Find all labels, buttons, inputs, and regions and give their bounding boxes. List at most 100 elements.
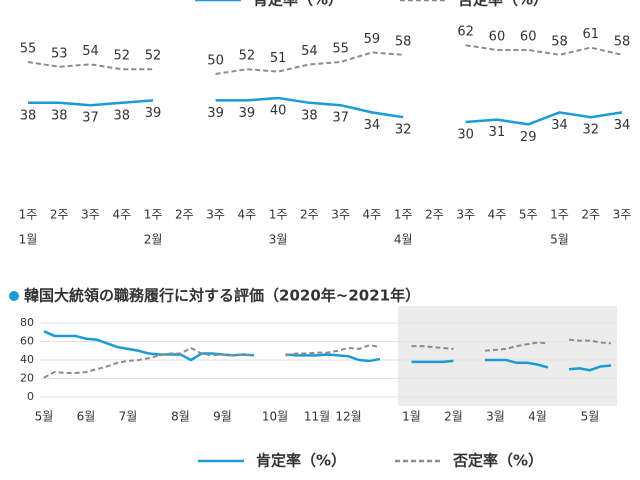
x-tick-label: 1주 [394,208,413,222]
series-line [411,359,454,364]
month-label: 4월 [394,233,413,247]
series-line [285,353,381,363]
data-label: 34 [614,118,631,133]
series-line [27,61,154,71]
x-tick-label: 4주 [488,208,507,222]
series-line [568,364,612,372]
legend-label: 否定率（%） [452,452,543,470]
data-label: 54 [82,44,99,59]
x-tick-label: 3주 [613,208,632,222]
data-label: 60 [520,30,537,45]
series-line [28,99,154,107]
data-label: 60 [489,30,506,45]
series-line [43,346,254,379]
chart-title: 韓国大統領の職務履行に対する評価（2020年~2021年） [24,287,420,305]
y-tick-label: 80 [20,316,34,329]
x-tick-label: 3주 [331,208,350,222]
series-line [43,330,255,362]
data-label: 55 [332,42,349,57]
data-label: 39 [145,106,162,121]
data-label: 38 [51,108,68,123]
x-tick-label: 4주 [237,208,256,222]
data-label: 62 [457,25,474,40]
data-label: 59 [364,32,381,47]
data-label: 53 [51,46,68,61]
month-label: 1월 [19,233,38,247]
x-tick-label: 1주 [269,208,288,222]
data-label: 50 [207,54,224,69]
x-tick-label: 1월 [402,410,421,424]
highlight-2021 [398,306,617,406]
y-tick-label: 60 [20,335,34,348]
x-tick-label: 2월 [444,410,463,424]
data-label: 61 [582,27,599,42]
title-bullet [9,291,19,301]
data-label: 38 [301,108,318,123]
data-label: 52 [145,49,162,64]
x-tick-label: 3주 [206,208,225,222]
x-tick-label: 5주 [519,208,538,222]
x-tick-label: 3월 [486,410,505,424]
month-label: 2월 [144,233,163,247]
series-line [465,111,623,126]
data-label: 39 [207,106,224,121]
data-label: 30 [457,128,474,143]
x-tick-label: 1주 [550,208,569,222]
series-line [568,338,612,345]
data-label: 29 [520,130,537,145]
x-tick-label: 12월 [335,410,361,424]
x-tick-label: 3주 [81,208,100,222]
data-label: 31 [489,125,506,140]
legend-label: 肯定率（%） [256,452,346,470]
legend-label: 否定率（%） [457,0,548,9]
data-label: 51 [270,51,287,66]
data-label: 52 [114,49,131,64]
x-tick-label: 2주 [581,208,600,222]
x-tick-label: 11월 [304,410,330,424]
x-tick-label: 5월 [581,410,600,424]
x-tick-label: 10월 [262,410,288,424]
data-label: 40 [270,104,287,119]
x-tick-label: 6월 [77,410,96,424]
month-label: 5월 [550,233,569,247]
data-label: 58 [614,34,631,49]
x-tick-label: 2주 [300,208,319,222]
y-tick-label: 20 [20,372,34,385]
x-tick-label: 2주 [175,208,194,222]
x-tick-label: 4월 [528,410,547,424]
data-label: 34 [364,118,381,133]
data-label: 38 [20,108,37,123]
series-line [465,44,623,56]
data-label: 37 [332,111,349,126]
data-label: 37 [82,111,99,126]
x-tick-label: 2주 [425,208,444,222]
x-tick-label: 8월 [171,410,190,424]
x-tick-label: 1주 [144,208,163,222]
x-tick-label: 5월 [35,410,54,424]
data-label: 52 [239,49,256,64]
legend-label: 肯定率（%） [253,0,343,9]
x-tick-label: 3주 [456,208,475,222]
data-label: 32 [582,123,599,138]
x-tick-label: 1주 [19,208,38,222]
data-label: 39 [239,106,256,121]
data-label: 58 [395,34,412,49]
data-label: 34 [551,118,568,133]
data-label: 58 [551,34,568,49]
data-label: 32 [395,123,412,138]
data-label: 54 [301,44,318,59]
y-tick-label: 0 [27,390,34,403]
x-tick-label: 4주 [363,208,382,222]
series-line [215,96,404,119]
x-tick-label: 7월 [119,410,138,424]
data-label: 55 [20,42,37,57]
series-line [411,345,454,350]
series-line [485,358,549,369]
series-line [484,341,549,352]
x-tick-label: 4주 [112,208,131,222]
x-tick-label: 9월 [213,410,232,424]
month-label: 3월 [269,233,288,247]
data-label: 38 [114,108,131,123]
